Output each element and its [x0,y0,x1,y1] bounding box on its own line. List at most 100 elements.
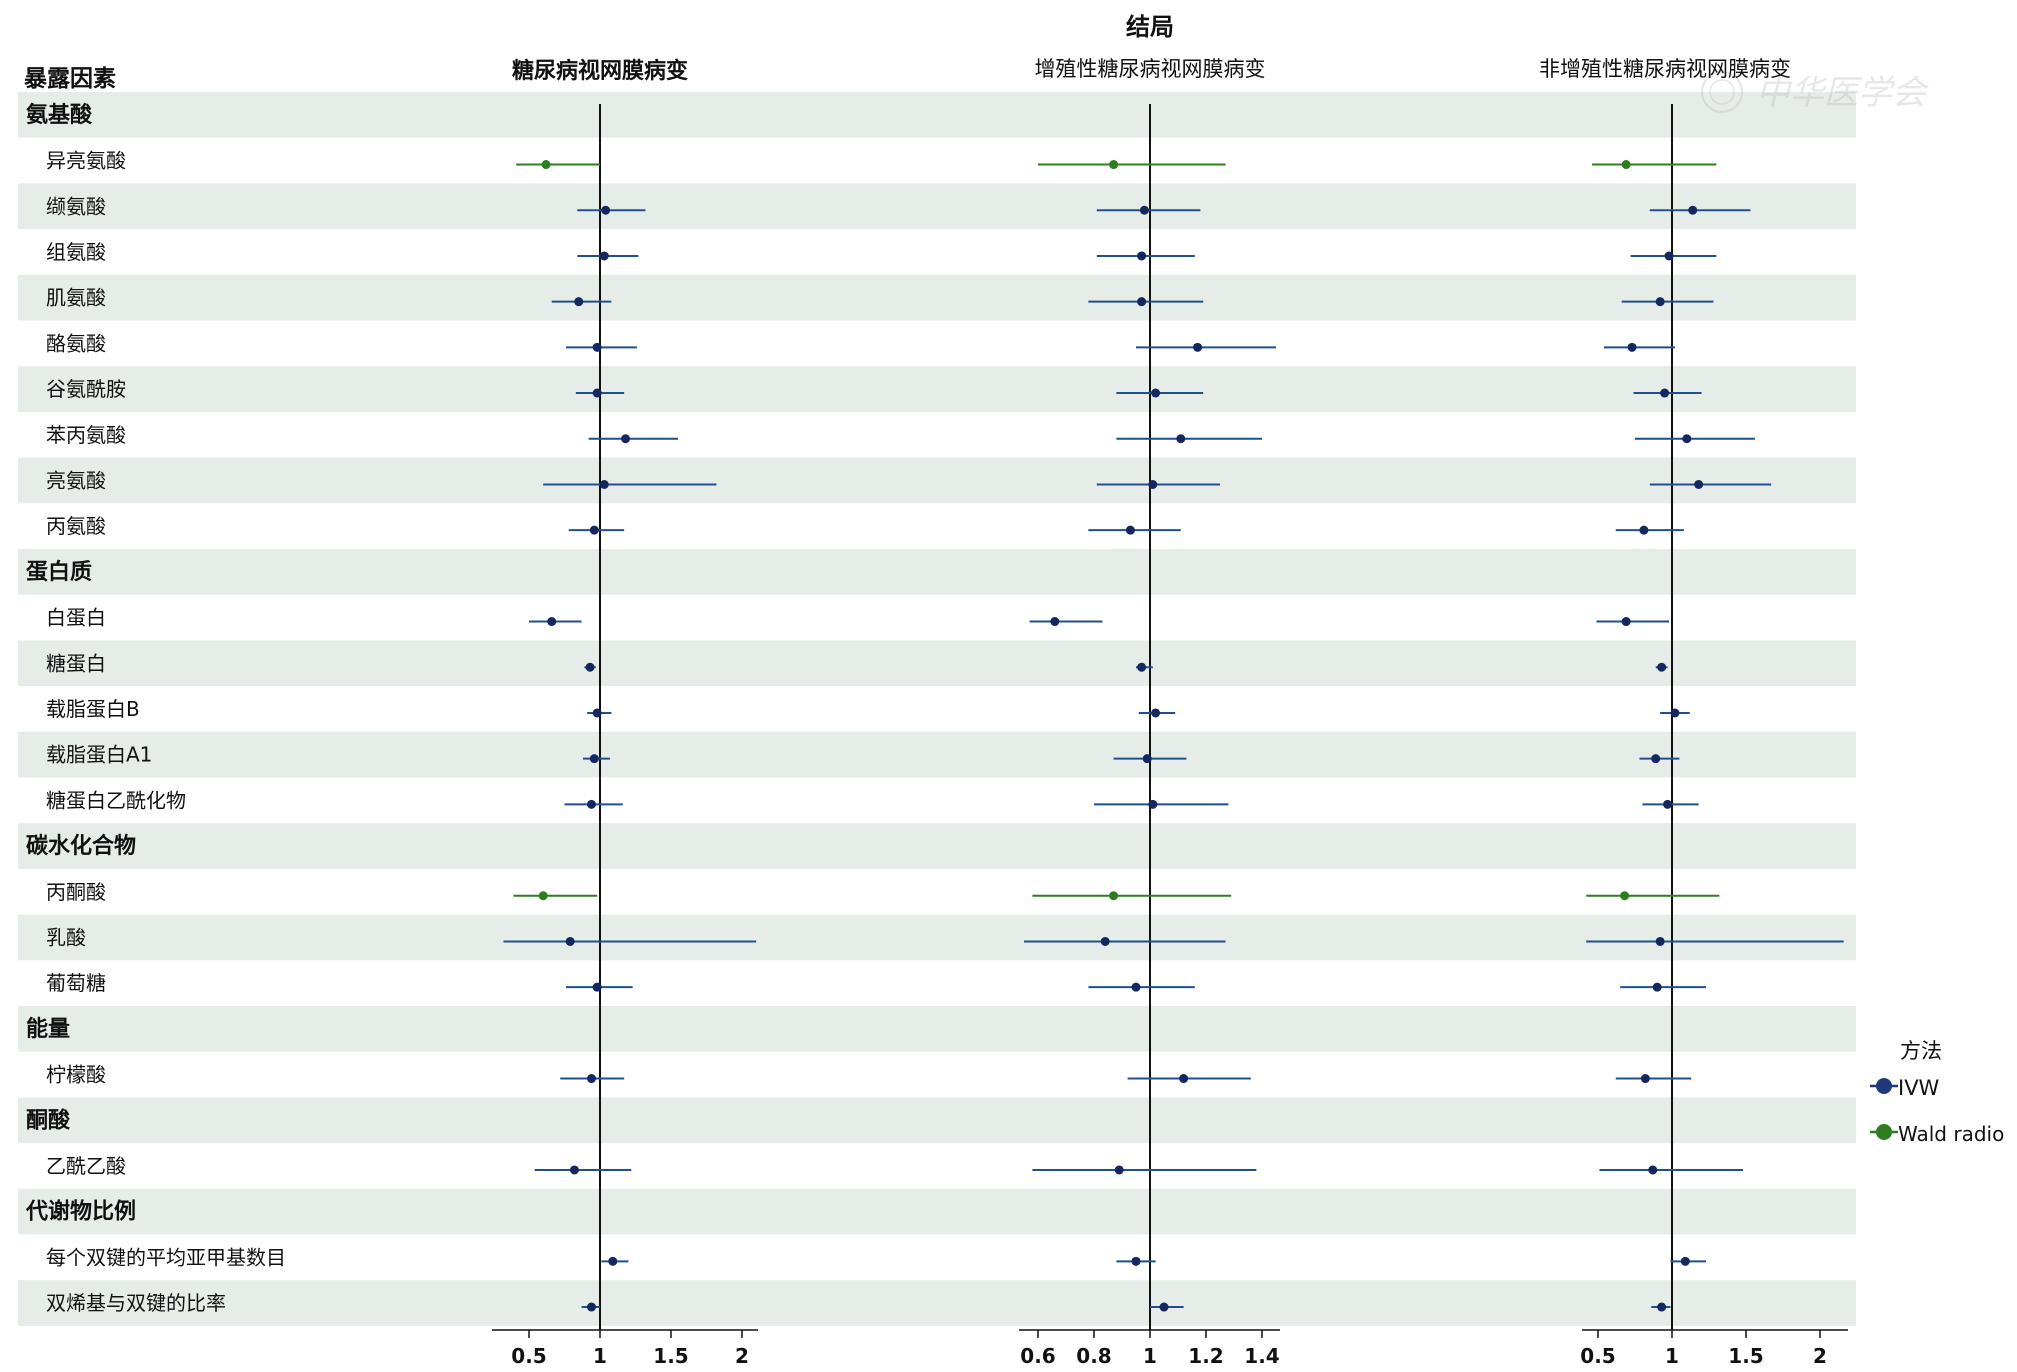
legend-marker-wald [1876,1124,1892,1140]
point-estimate [1651,754,1661,764]
legend-label-ivw: IVW [1898,1076,1940,1100]
point-estimate [589,754,599,764]
row-header: 暴露因素 [24,65,116,92]
row-stripe [18,1006,1856,1052]
point-estimate [1655,297,1665,307]
point-estimate [1657,662,1667,672]
row-label: 双烯基与双键的比率 [46,1291,226,1315]
point-estimate [1621,160,1631,170]
point-estimate [538,891,548,901]
point-estimate [1193,342,1203,352]
row-stripe [18,1280,1856,1326]
point-estimate [1648,1165,1658,1175]
point-estimate [585,662,595,672]
point-estimate [1627,342,1637,352]
group-label: 酮酸 [26,1108,71,1133]
point-estimate [1663,799,1673,809]
column-title-dr: 糖尿病视网膜病变 [512,58,688,84]
row-label: 组氨酸 [46,240,106,264]
row-stripe [18,640,1856,687]
row-label: 载脂蛋白A1 [46,743,152,767]
row-stripe [18,914,1856,961]
group-label: 能量 [26,1016,70,1042]
row-labels: 氨基酸异亮氨酸缬氨酸组氨酸肌氨酸酪氨酸谷氨酰胺苯丙氨酸亮氨酸丙氨酸蛋白质白蛋白糖… [25,102,286,1315]
x-tick-label: 0.5 [511,1344,546,1368]
row-stripe [18,1188,1856,1235]
point-estimate [599,251,609,261]
legend-label-wald: Wald radio [1898,1122,2004,1146]
x-tick-label: 1.2 [1188,1344,1223,1368]
group-label: 蛋白质 [26,559,92,585]
point-estimate [586,1302,596,1312]
point-estimate [1670,708,1680,718]
x-tick-label: 0.8 [1076,1344,1111,1368]
row-stripe [18,549,1856,595]
x-tick-label: 1 [1665,1344,1679,1368]
point-estimate [1680,1256,1690,1266]
point-estimate [1137,662,1147,672]
point-estimate [1660,388,1670,398]
row-label: 丙氨酸 [46,514,106,538]
point-estimate [1109,160,1119,170]
point-estimate [565,936,575,946]
point-estimate [1114,1165,1124,1175]
row-stripe [18,823,1856,869]
point-estimate [1139,205,1149,215]
row-stripe [18,731,1856,778]
row-label: 白蛋白 [46,606,106,630]
row-stripe [18,92,1856,138]
point-estimate [1148,799,1158,809]
point-estimate [586,799,596,809]
row-stripe [18,183,1856,230]
row-label: 丙酮酸 [46,880,106,904]
point-estimate [574,297,584,307]
row-label: 缬氨酸 [46,194,106,218]
point-estimate [547,617,557,627]
point-estimate [1682,434,1692,444]
panel-2: 0.6 0.8 1 1.2 1.4 [1019,104,1280,1368]
point-estimate [1620,891,1630,901]
row-label: 异亮氨酸 [46,149,126,173]
column-title-npdr: 非增殖性糖尿病视网膜病变 [1539,57,1791,81]
panel-1: 0.5 1 1.5 2 [492,104,758,1368]
row-label: 苯丙氨酸 [46,423,126,447]
point-estimate [1151,388,1161,398]
point-estimate [1694,479,1704,489]
point-estimate [599,479,609,489]
x-tick-label: 1 [1143,1344,1157,1368]
point-estimate [1688,205,1698,215]
legend: 方法 IVW Wald radio [1870,1039,2004,1146]
point-estimate [1639,525,1649,535]
x-tick-label: 2 [735,1344,749,1368]
x-tick-label: 1.5 [653,1344,688,1368]
point-estimate [1176,434,1186,444]
row-label: 乳酸 [46,925,86,949]
point-estimate [1655,936,1665,946]
panels: 0.5 1 1.5 2 0.6 0.8 1 1.2 1.4 0.5 1 1.5 2 [492,104,1848,1368]
point-estimate [621,434,631,444]
point-estimate [592,388,602,398]
point-estimate [1159,1302,1169,1312]
x-tick-label: 1.5 [1728,1344,1763,1368]
point-estimate [1131,982,1141,992]
point-estimate [1657,1302,1667,1312]
column-title-pdr: 增殖性糖尿病视网膜病变 [1035,57,1266,81]
x-tick-label: 0.5 [1580,1344,1615,1368]
legend-title: 方法 [1900,1039,1942,1063]
x-tick-label: 1 [593,1344,607,1368]
row-label: 酪氨酸 [46,331,106,355]
panel-3: 0.5 1 1.5 2 [1580,104,1848,1368]
row-stripe [18,1097,1856,1144]
row-label: 亮氨酸 [46,468,106,492]
row-label: 载脂蛋白B [46,697,140,721]
point-estimate [1640,1074,1650,1084]
row-label: 糖蛋白 [46,651,106,675]
point-estimate [1137,251,1147,261]
point-estimate [1131,1256,1141,1266]
chart-title: 结局 [1126,13,1174,41]
row-label: 肌氨酸 [46,286,106,310]
row-label: 糖蛋白乙酰化物 [46,788,186,812]
group-label: 代谢物比例 [25,1199,136,1225]
point-estimate [1100,936,1110,946]
